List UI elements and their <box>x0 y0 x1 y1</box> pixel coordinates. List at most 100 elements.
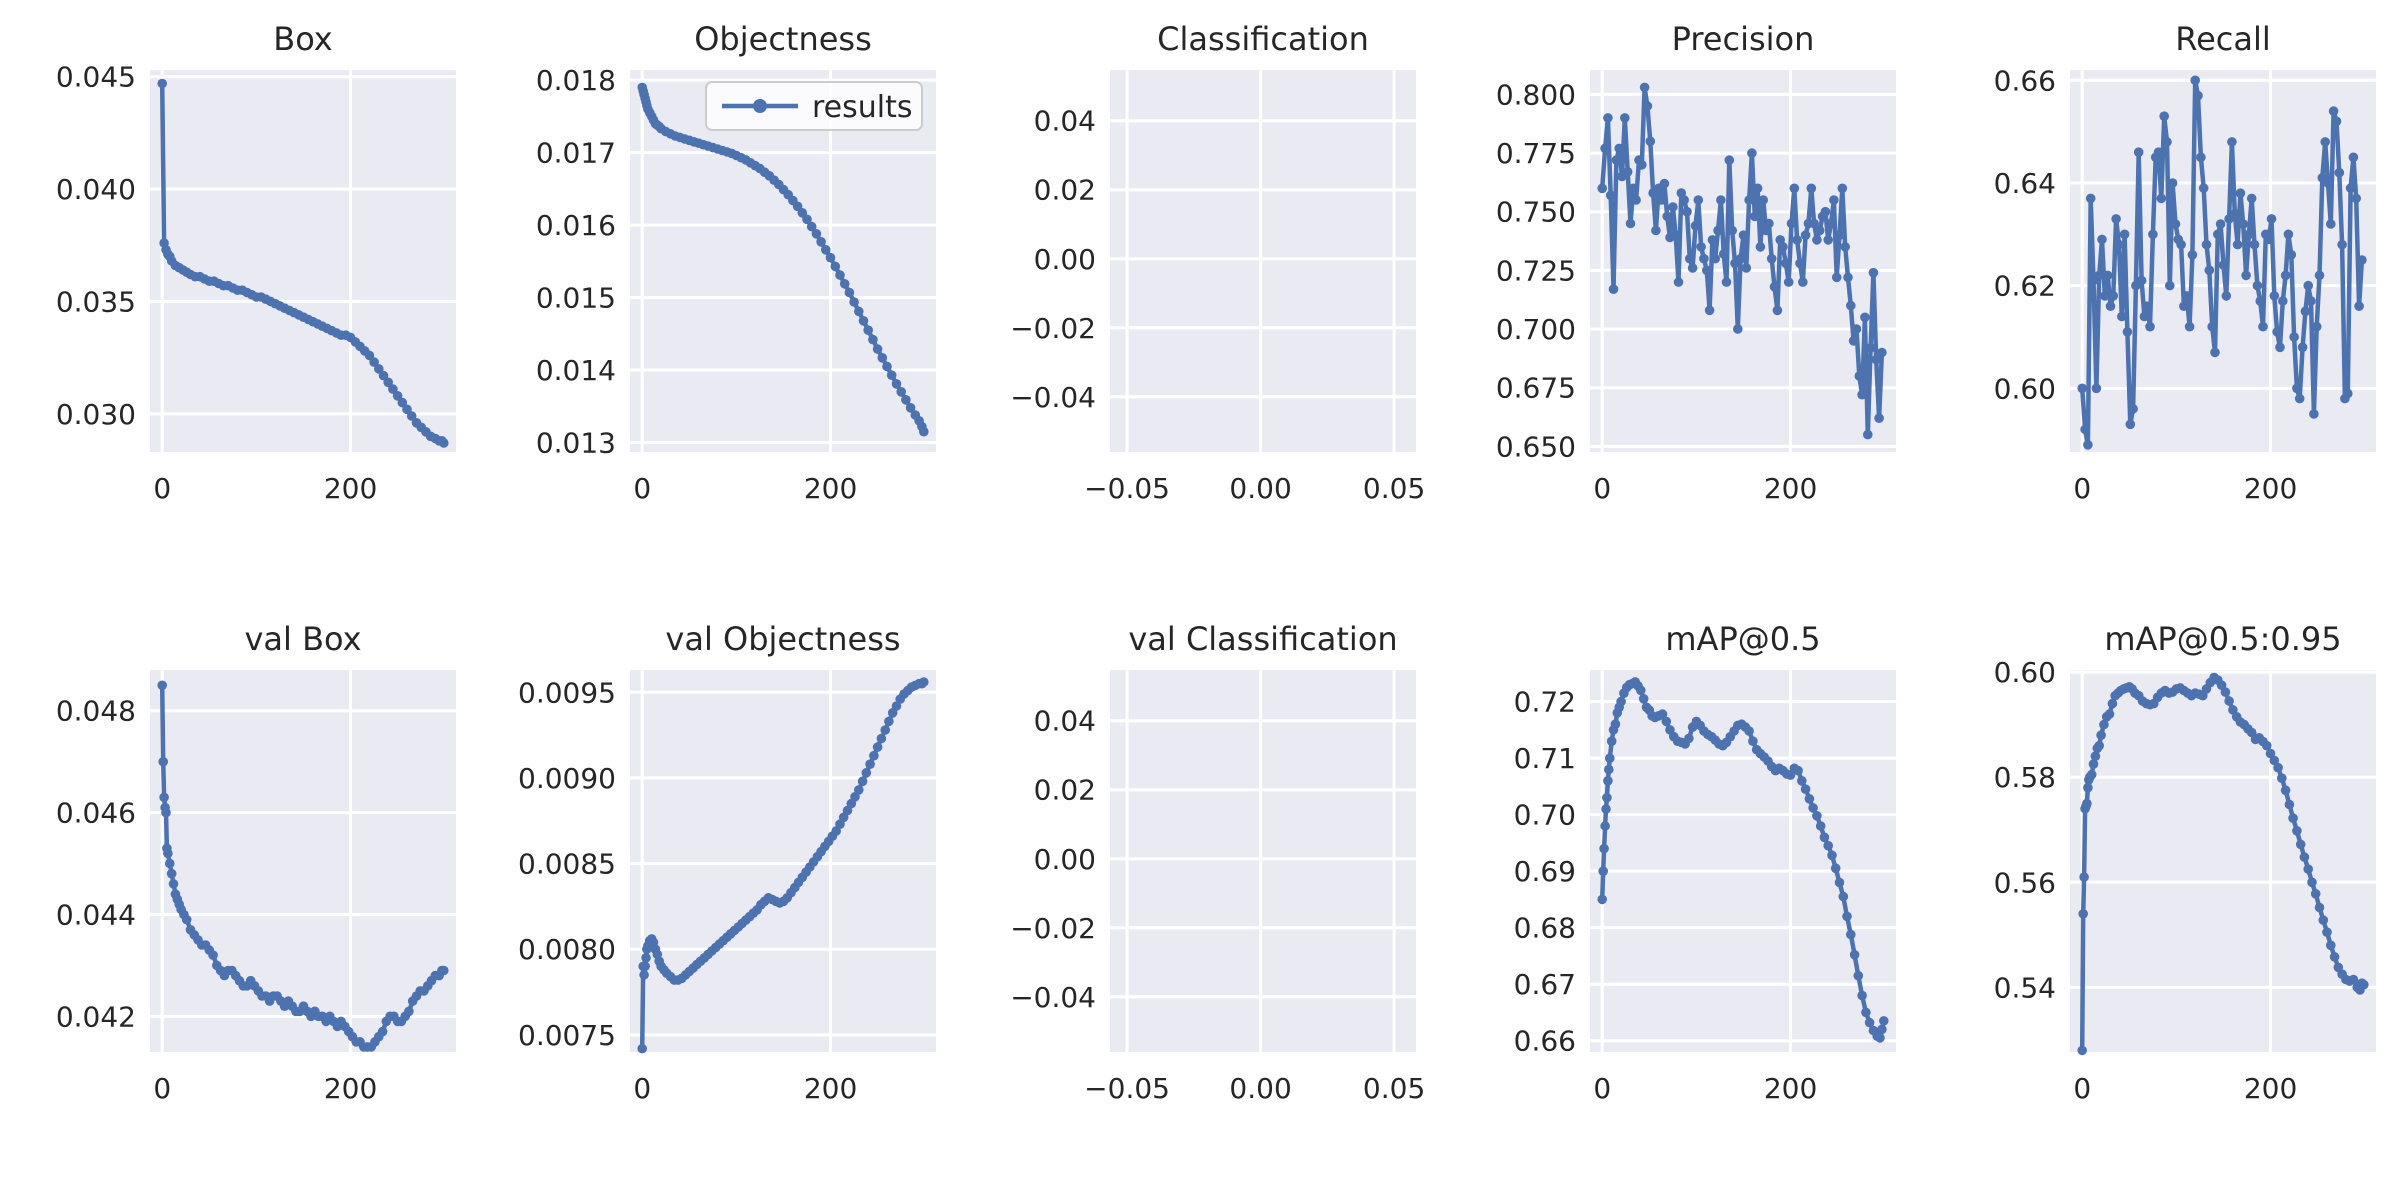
data-point-marker <box>2306 296 2316 306</box>
results-line <box>2079 78 2365 448</box>
data-point-marker <box>2105 301 2116 312</box>
data-point-marker <box>2077 383 2087 394</box>
data-point-marker <box>2198 183 2209 193</box>
data-point-marker <box>2329 952 2340 962</box>
data-point-marker <box>1814 225 1825 236</box>
data-point-marker <box>1661 716 1672 727</box>
data-point-marker <box>1851 324 1862 334</box>
data-point-marker <box>2176 239 2186 250</box>
subplot-classification: −0.05 0.00 0.05 −0.04 −0.02 0.00 0.02 0.04 Class… <box>960 0 1440 600</box>
legend-marker-sample <box>753 99 767 113</box>
data-point-marker <box>1642 101 1653 111</box>
data-point-marker <box>392 391 403 401</box>
data-point-marker <box>377 1026 388 1037</box>
legend-box <box>705 81 923 131</box>
data-point-marker <box>857 776 868 787</box>
data-point-marker <box>2091 383 2102 394</box>
data-point-marker <box>2320 137 2330 147</box>
data-point-marker <box>1834 877 1845 888</box>
y-tick-label: 0.800 <box>1496 78 1576 111</box>
data-point-marker <box>863 325 873 336</box>
y-tick-label: 0.040 <box>56 173 136 206</box>
data-point-marker <box>1826 218 1836 229</box>
data-point-marker <box>2354 301 2364 312</box>
data-point-marker <box>1831 272 1842 283</box>
subplot-map50-95: 0 200 0.54 0.56 0.58 0.60 mAP@0.5:0.95 <box>1920 600 2400 1200</box>
data-point-marker <box>2099 719 2109 730</box>
data-point-marker <box>1842 911 1852 922</box>
data-point-marker <box>2295 839 2306 850</box>
x-tick-label: 200 <box>1764 1072 1817 1105</box>
data-point-marker <box>2086 769 2097 780</box>
data-point-marker <box>865 759 875 769</box>
data-point-marker <box>1628 183 1639 194</box>
data-point-marker <box>854 306 864 317</box>
data-point-marker <box>2094 740 2104 751</box>
axes-background <box>2070 670 2376 1052</box>
subplot-recall: 0 200 0.60 0.62 0.64 0.66 Recall <box>1920 0 2400 600</box>
data-point-marker <box>1721 277 1732 287</box>
data-point-marker <box>1625 218 1636 229</box>
y-tick-label: 0.650 <box>1496 430 1576 463</box>
data-point-marker <box>816 237 826 247</box>
data-point-marker <box>1597 183 1607 194</box>
data-point-marker <box>2345 183 2356 193</box>
data-point-marker <box>1812 235 1822 245</box>
data-point-marker <box>1793 765 1803 776</box>
x-tick-label: 0.05 <box>1363 472 1425 505</box>
x-tick-label: 200 <box>324 1072 377 1105</box>
data-point-marker <box>2210 347 2220 358</box>
data-point-marker <box>1849 950 1860 960</box>
subplot-box: 0 200 0.030 0.035 0.040 0.045 Box <box>0 0 480 600</box>
data-point-marker <box>364 350 375 361</box>
data-point-marker <box>1864 1017 1875 1028</box>
data-point-marker <box>1819 832 1830 843</box>
data-point-marker <box>1614 143 1624 154</box>
y-tick-label: 0.00 <box>1034 843 1096 876</box>
y-tick-label: 0.60 <box>1994 656 2056 689</box>
data-point-marker <box>2310 889 2321 899</box>
data-point-marker <box>2272 327 2282 337</box>
data-point-marker <box>404 1006 414 1017</box>
data-point-marker <box>1693 195 1704 205</box>
data-point-marker <box>1838 891 1849 902</box>
data-point-marker <box>2082 798 2092 809</box>
data-point-marker <box>2187 250 2198 260</box>
y-tick-label: 0.045 <box>56 61 136 94</box>
y-tick-label: 0.044 <box>56 898 136 931</box>
data-point-marker <box>1837 183 1848 194</box>
data-point-marker <box>1809 218 1819 229</box>
data-point-marker <box>637 1043 647 1054</box>
x-tick-label: 0.05 <box>1363 1072 1425 1105</box>
y-tick-label: 0.0085 <box>518 848 616 881</box>
data-point-marker <box>2322 927 2332 937</box>
y-tick-label: 0.68 <box>1514 912 1576 945</box>
y-tick-label: 0.048 <box>56 695 136 728</box>
data-point-marker <box>2162 137 2172 147</box>
data-point-marker <box>2179 301 2189 312</box>
x-tick-label: 0.00 <box>1229 1072 1291 1105</box>
data-point-marker <box>2288 813 2298 823</box>
data-point-marker <box>1797 776 1807 786</box>
chart-title: val Objectness <box>665 620 900 658</box>
data-point-marker <box>1684 733 1694 744</box>
data-point-marker <box>1600 143 1610 154</box>
y-tick-label: 0.0075 <box>518 1019 616 1052</box>
data-point-marker <box>2299 852 2310 862</box>
data-point-marker <box>1696 242 1706 252</box>
data-point-marker <box>2148 229 2158 240</box>
data-point-marker <box>896 387 906 397</box>
data-point-marker <box>2286 250 2297 260</box>
data-point-marker <box>849 297 859 307</box>
data-point-marker <box>2184 321 2195 332</box>
data-point-marker <box>882 361 892 372</box>
data-point-marker <box>1758 195 1768 205</box>
data-point-marker <box>1877 347 1887 358</box>
data-point-marker <box>2145 321 2155 332</box>
data-point-marker <box>2255 296 2265 306</box>
data-point-marker <box>2266 214 2277 224</box>
y-tick-label: 0.016 <box>536 209 616 242</box>
data-point-marker <box>2280 270 2291 281</box>
data-point-marker <box>159 792 169 803</box>
data-point-marker <box>2232 239 2243 250</box>
